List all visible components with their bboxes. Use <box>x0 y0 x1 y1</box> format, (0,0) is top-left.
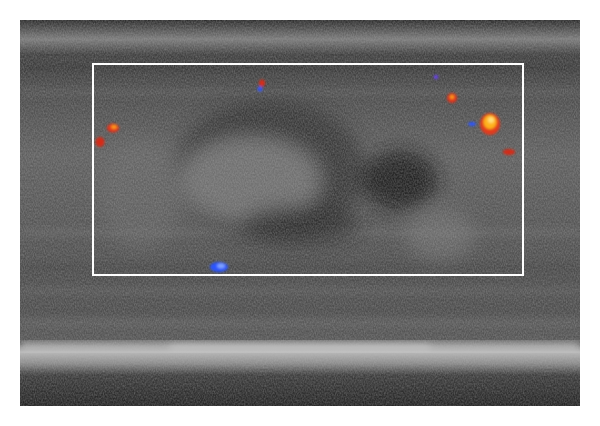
speckle-texture <box>20 20 580 406</box>
doppler-spot-left-upper <box>107 123 119 133</box>
doppler-signals <box>95 75 515 272</box>
ultrasound-image <box>20 20 580 406</box>
doppler-spot-right-large <box>468 113 515 155</box>
doppler-spot-top <box>257 79 265 92</box>
roi-box <box>92 63 524 276</box>
doppler-spot-right-top <box>434 75 457 103</box>
doppler-spot-left-lower <box>95 137 105 147</box>
doppler-spot-bottom <box>210 262 228 272</box>
